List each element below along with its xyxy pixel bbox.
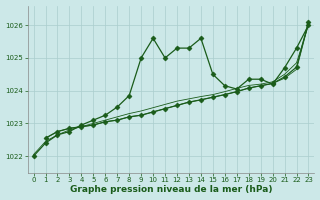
X-axis label: Graphe pression niveau de la mer (hPa): Graphe pression niveau de la mer (hPa) [70, 185, 272, 194]
